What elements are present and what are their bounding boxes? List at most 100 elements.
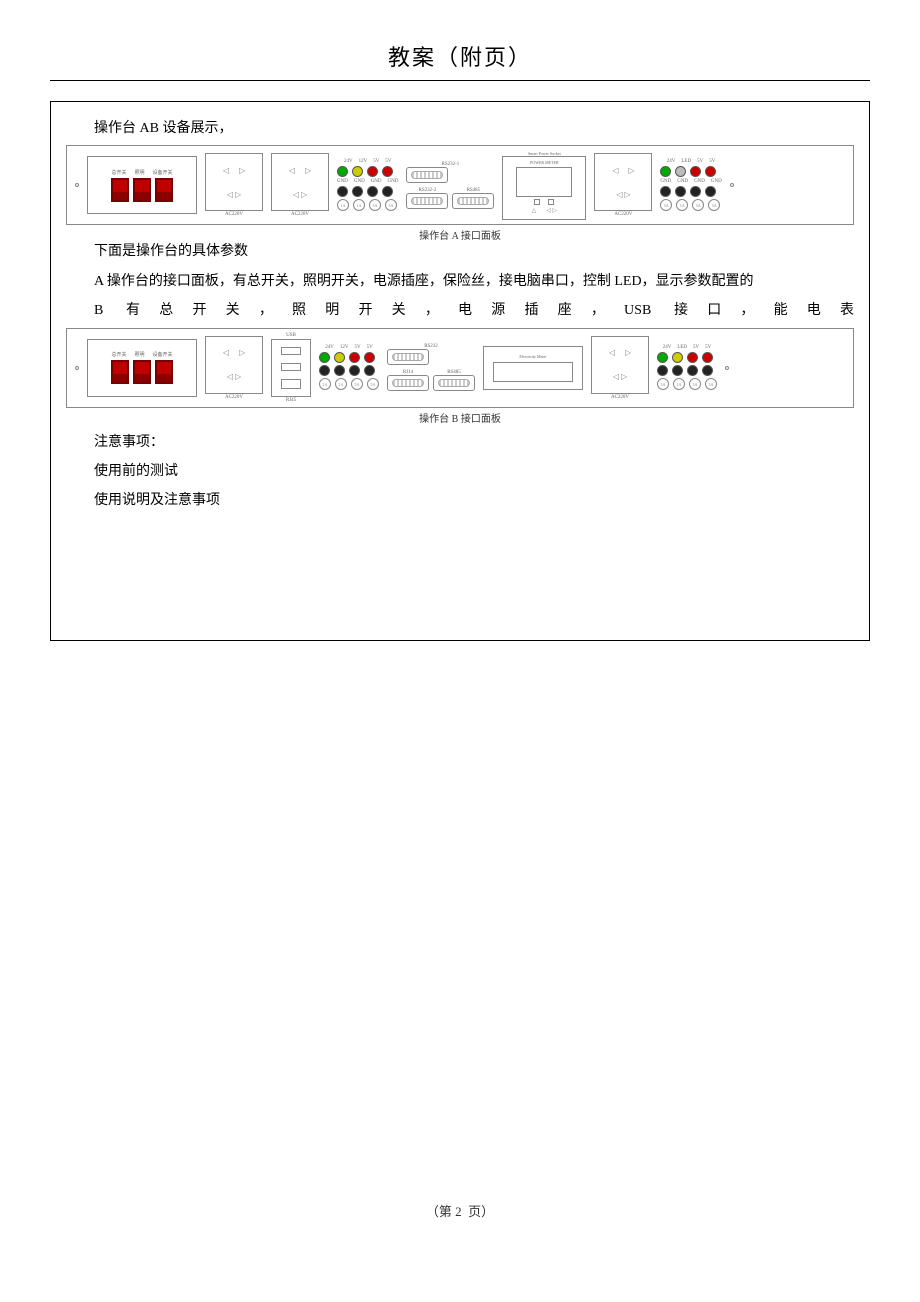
- port-icon: [660, 166, 671, 177]
- port-icon: [319, 352, 330, 363]
- port-icon: [675, 186, 686, 197]
- notes-item: 使用前的测试: [66, 457, 854, 486]
- screw-icon: [730, 183, 734, 187]
- panel-b-caption: 操作台 B 接口面板: [66, 410, 854, 425]
- port-icon: [657, 365, 668, 376]
- page-number: （第 2 页）: [50, 1201, 870, 1220]
- panel-a-caption: 操作台 A 接口面板: [66, 227, 854, 242]
- port-icon: [675, 166, 686, 177]
- port-icon: [337, 166, 348, 177]
- fuse-holder-icon: 5A: [367, 378, 379, 390]
- usb-port-icon: [281, 347, 301, 355]
- db9-port-icon: [406, 167, 448, 183]
- port-icon: [319, 365, 330, 376]
- lcd-screen-icon: [493, 362, 573, 382]
- outlet-label: AC220V: [291, 212, 309, 217]
- db9-port-icon: [452, 193, 494, 209]
- rocker-switch: [133, 360, 151, 384]
- port-icon: [337, 186, 348, 197]
- screw-icon: [75, 366, 79, 370]
- port-icon: [364, 352, 375, 363]
- fuse-holder-icon: 5A: [692, 199, 704, 211]
- port-icon: [705, 186, 716, 197]
- usb-port-icon: [281, 363, 301, 371]
- port-icon: [687, 352, 698, 363]
- port-icon: [672, 365, 683, 376]
- serial-port-group: RS232-1 RS232-2 RS485: [406, 162, 494, 209]
- db9-port-icon: [406, 193, 448, 209]
- panel-a-frame: 总开关 照明 设备开关 ◁▷ ◁ ▷ AC220V: [66, 145, 854, 225]
- port-icon: [672, 352, 683, 363]
- fuse-holder-icon: 5A: [657, 378, 669, 390]
- port-icon: [367, 166, 378, 177]
- usb-rj45-module: [271, 339, 311, 397]
- switch-label: 设备开关: [153, 169, 173, 176]
- port-icon: [334, 352, 345, 363]
- fuse-holder-icon: 5A: [705, 378, 717, 390]
- rocker-switch: [155, 178, 173, 202]
- outlet-label: AC220V: [225, 212, 243, 217]
- panel-a-figure: 总开关 照明 设备开关 ◁▷ ◁ ▷ AC220V: [66, 145, 854, 237]
- fuse-holder-icon: 5A: [351, 378, 363, 390]
- rocker-switch: [111, 360, 129, 384]
- smart-power-meter: POWER METER △◁ ▷: [502, 156, 586, 220]
- panel-b-figure: 总开关 照明 设备开关 ◁▷ ◁ ▷ AC220V USB: [66, 328, 854, 420]
- lcd-screen-icon: [516, 167, 572, 197]
- port-icon: [349, 365, 360, 376]
- port-icon: [352, 186, 363, 197]
- serial-port-group: RS232 RJ14 RS485: [387, 344, 475, 391]
- port-icon: [690, 166, 701, 177]
- rocker-switch: [133, 178, 151, 202]
- db9-port-icon: [387, 349, 429, 365]
- port-icon: [367, 186, 378, 197]
- fuse-holder-icon: 1A: [335, 378, 347, 390]
- power-outlet: ◁▷ ◁ ▷: [591, 336, 649, 394]
- electricity-meter: Electricity Meter: [483, 346, 583, 390]
- fuse-holder-icon: 1A: [319, 378, 331, 390]
- page-title: 教案（附页）: [50, 30, 870, 81]
- port-icon: [687, 365, 698, 376]
- port-icon: [657, 352, 668, 363]
- port-icon: [334, 365, 345, 376]
- rocker-switch: [155, 360, 173, 384]
- notes-title: 注意事项：: [66, 428, 854, 457]
- switch-module: 总开关 照明 设备开关: [87, 339, 197, 397]
- notes-section: 注意事项： 使用前的测试 使用说明及注意事项: [66, 428, 854, 516]
- screw-icon: [75, 183, 79, 187]
- desc-a: A 操作台的接口面板，有总开关，照明开关，电源插座，保险丝，接电脑串口，控制 L…: [66, 267, 854, 296]
- led-port-cluster: 24VLED 5V5V GNDGND GNDGND: [660, 159, 721, 211]
- power-outlet: ◁▷ ◁ ▷: [594, 153, 652, 211]
- fuse-holder-icon: 5A: [689, 378, 701, 390]
- desc-b: B 有总开关，照明开关，电源插座，USB 接口，能电表: [66, 296, 854, 325]
- port-icon: [349, 352, 360, 363]
- port-icon: [352, 166, 363, 177]
- fuse-holder-icon: 5A: [385, 199, 397, 211]
- switch-label: 照明: [134, 169, 144, 176]
- port-icon: [382, 166, 393, 177]
- outlet-label: AC220V: [614, 212, 632, 217]
- power-outlet: ◁▷ ◁ ▷: [205, 336, 263, 394]
- rj45-port-icon: [281, 379, 301, 389]
- fuse-holder-icon: 5A: [369, 199, 381, 211]
- intro-text: 操作台 AB 设备展示，: [66, 114, 854, 143]
- switch-label: 总开关: [111, 169, 126, 176]
- fuse-holder-icon: 1A: [353, 199, 365, 211]
- power-outlet: ◁▷ ◁ ▷: [205, 153, 263, 211]
- port-icon: [705, 166, 716, 177]
- fuse-holder-icon: 5A: [708, 199, 720, 211]
- port-icon: [702, 352, 713, 363]
- screw-icon: [725, 366, 729, 370]
- fuse-holder-icon: 5A: [660, 199, 672, 211]
- port-icon: [702, 365, 713, 376]
- port-icon: [364, 365, 375, 376]
- panel-b-frame: 总开关 照明 设备开关 ◁▷ ◁ ▷ AC220V USB: [66, 328, 854, 408]
- rocker-switch: [111, 178, 129, 202]
- fuse-holder-icon: 1A: [337, 199, 349, 211]
- led-port-cluster: 24VLED 5V5V 5A 1A: [657, 345, 717, 390]
- port-icon: [690, 186, 701, 197]
- banana-port-cluster: 24V12V 5V5V 1A 1A: [319, 345, 379, 390]
- notes-item: 使用说明及注意事项: [66, 486, 854, 515]
- fuse-holder-icon: 1A: [676, 199, 688, 211]
- power-outlet: ◁▷ ◁ ▷: [271, 153, 329, 211]
- port-icon: [382, 186, 393, 197]
